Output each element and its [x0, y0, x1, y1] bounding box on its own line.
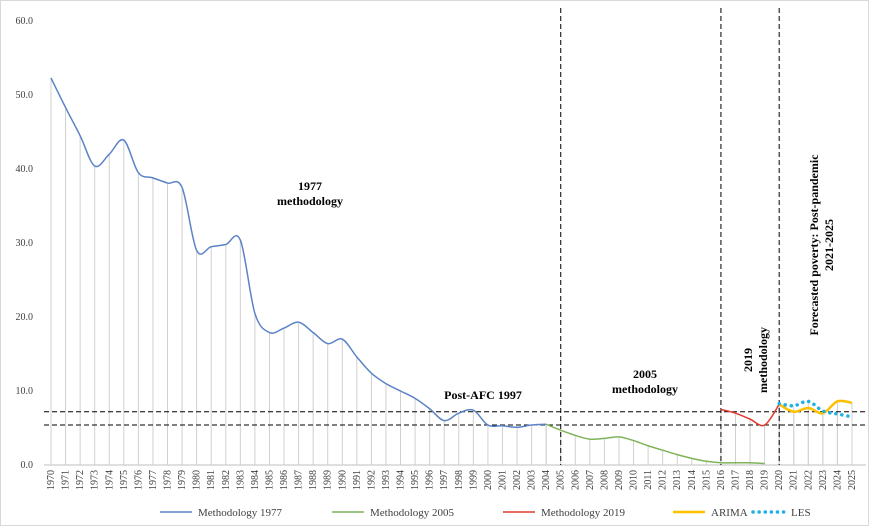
x-tick-label: 2012	[658, 470, 669, 490]
x-tick-label: 2020	[774, 470, 785, 490]
x-tick-label: 2003	[527, 470, 538, 490]
x-tick-label: 2021	[789, 470, 800, 490]
x-tick-label: 2019	[760, 470, 771, 490]
x-tick-label: 1989	[323, 470, 334, 490]
x-tick-label: 2007	[585, 470, 596, 490]
x-tick-label: 2009	[614, 470, 625, 490]
x-tick-label: 1998	[454, 470, 465, 490]
y-tick-label: 60.0	[16, 16, 34, 27]
x-tick-label: 2008	[599, 470, 610, 490]
x-tick-label: 1993	[381, 470, 392, 490]
x-tick-label: 2004	[541, 470, 552, 490]
series-line	[778, 399, 853, 415]
x-tick-label: 1984	[250, 470, 261, 490]
annotation: 2005 methodology	[612, 367, 678, 396]
x-tick-label: 2013	[672, 470, 683, 490]
x-tick-label: 1990	[337, 470, 348, 490]
y-tick-label: 30.0	[16, 238, 34, 249]
legend-label: ARIMA	[711, 507, 748, 519]
x-tick-label: 1983	[235, 470, 246, 490]
series-line	[777, 399, 854, 419]
x-tick-label: 2025	[847, 470, 858, 490]
y-tick-label: 50.0	[16, 90, 34, 101]
legend: Methodology 1977 Methodology 2005 Methodol…	[160, 507, 811, 519]
x-tick-label: 1972	[75, 470, 86, 490]
x-tick-label: 2006	[570, 470, 581, 490]
x-tick-label: 1981	[206, 470, 217, 490]
x-tick-label: 1977	[148, 470, 159, 490]
x-tick-label: 1978	[163, 470, 174, 490]
x-tick-label: 1995	[410, 470, 421, 490]
legend-label: Methodology 1977	[198, 507, 283, 519]
annotation: Forecasted poverty: Post-pandemic2021-20…	[807, 154, 836, 336]
annotation: Post-AFC 1997	[444, 388, 522, 402]
x-tick-label: 1973	[90, 470, 101, 490]
x-tick-label: 2010	[629, 470, 640, 490]
series-line	[720, 403, 780, 427]
x-tick-label: 1999	[468, 470, 479, 490]
x-tick-label: 2014	[687, 470, 698, 490]
x-tick-label: 1976	[133, 470, 144, 490]
series-line	[50, 77, 547, 429]
x-tick-label: 1974	[104, 470, 115, 490]
x-tick-label: 1970	[46, 470, 57, 490]
x-tick-label: 2018	[745, 470, 756, 490]
x-tick-label: 2024	[832, 470, 843, 490]
x-tick-label: 2023	[818, 470, 829, 490]
x-tick-label: 1996	[425, 470, 436, 490]
legend-label: Methodology 2005	[370, 507, 455, 519]
x-tick-label: 1997	[439, 470, 450, 490]
x-tick-label: 1994	[396, 470, 407, 490]
legend-label: LES	[791, 507, 811, 519]
x-tick-label: 2017	[730, 470, 741, 490]
x-tick-label: 1971	[61, 470, 72, 490]
series-line	[545, 423, 765, 465]
annotation: 1977 methodology	[277, 179, 343, 208]
x-tick-label: 2015	[701, 470, 712, 490]
x-tick-label: 1980	[192, 470, 203, 490]
x-tick-label: 1982	[221, 470, 232, 490]
x-tick-label: 1991	[352, 470, 363, 490]
y-tick-label: 20.0	[16, 312, 34, 323]
x-tick-label: 1985	[264, 470, 275, 490]
x-tick-label: 2002	[512, 470, 523, 490]
x-tick-label: 1975	[119, 470, 130, 490]
x-tick-label: 1988	[308, 470, 319, 490]
x-tick-label: 1992	[366, 470, 377, 490]
x-tick-label: 1987	[294, 470, 305, 490]
x-tick-label: 2005	[556, 470, 567, 490]
y-tick-label: 10.0	[16, 386, 34, 397]
x-tick-label: 2016	[716, 470, 727, 490]
y-tick-label: 40.0	[16, 164, 34, 175]
x-tick-label: 2022	[803, 470, 814, 490]
x-tick-label: 2001	[497, 470, 508, 490]
y-tick-label: 0.0	[21, 460, 34, 471]
x-tick-label: 1979	[177, 470, 188, 490]
x-tick-label: 2011	[643, 470, 654, 490]
legend-label: Methodology 2019	[541, 507, 626, 519]
plot-area: 0.0 10.0 20.0 30.0 40.0 50.0 60.0 1970 1971 1972 1…	[16, 8, 866, 490]
x-tick-label: 2000	[483, 470, 494, 490]
annotation: 2019methodology	[741, 327, 770, 393]
x-tick-label: 1986	[279, 470, 290, 490]
